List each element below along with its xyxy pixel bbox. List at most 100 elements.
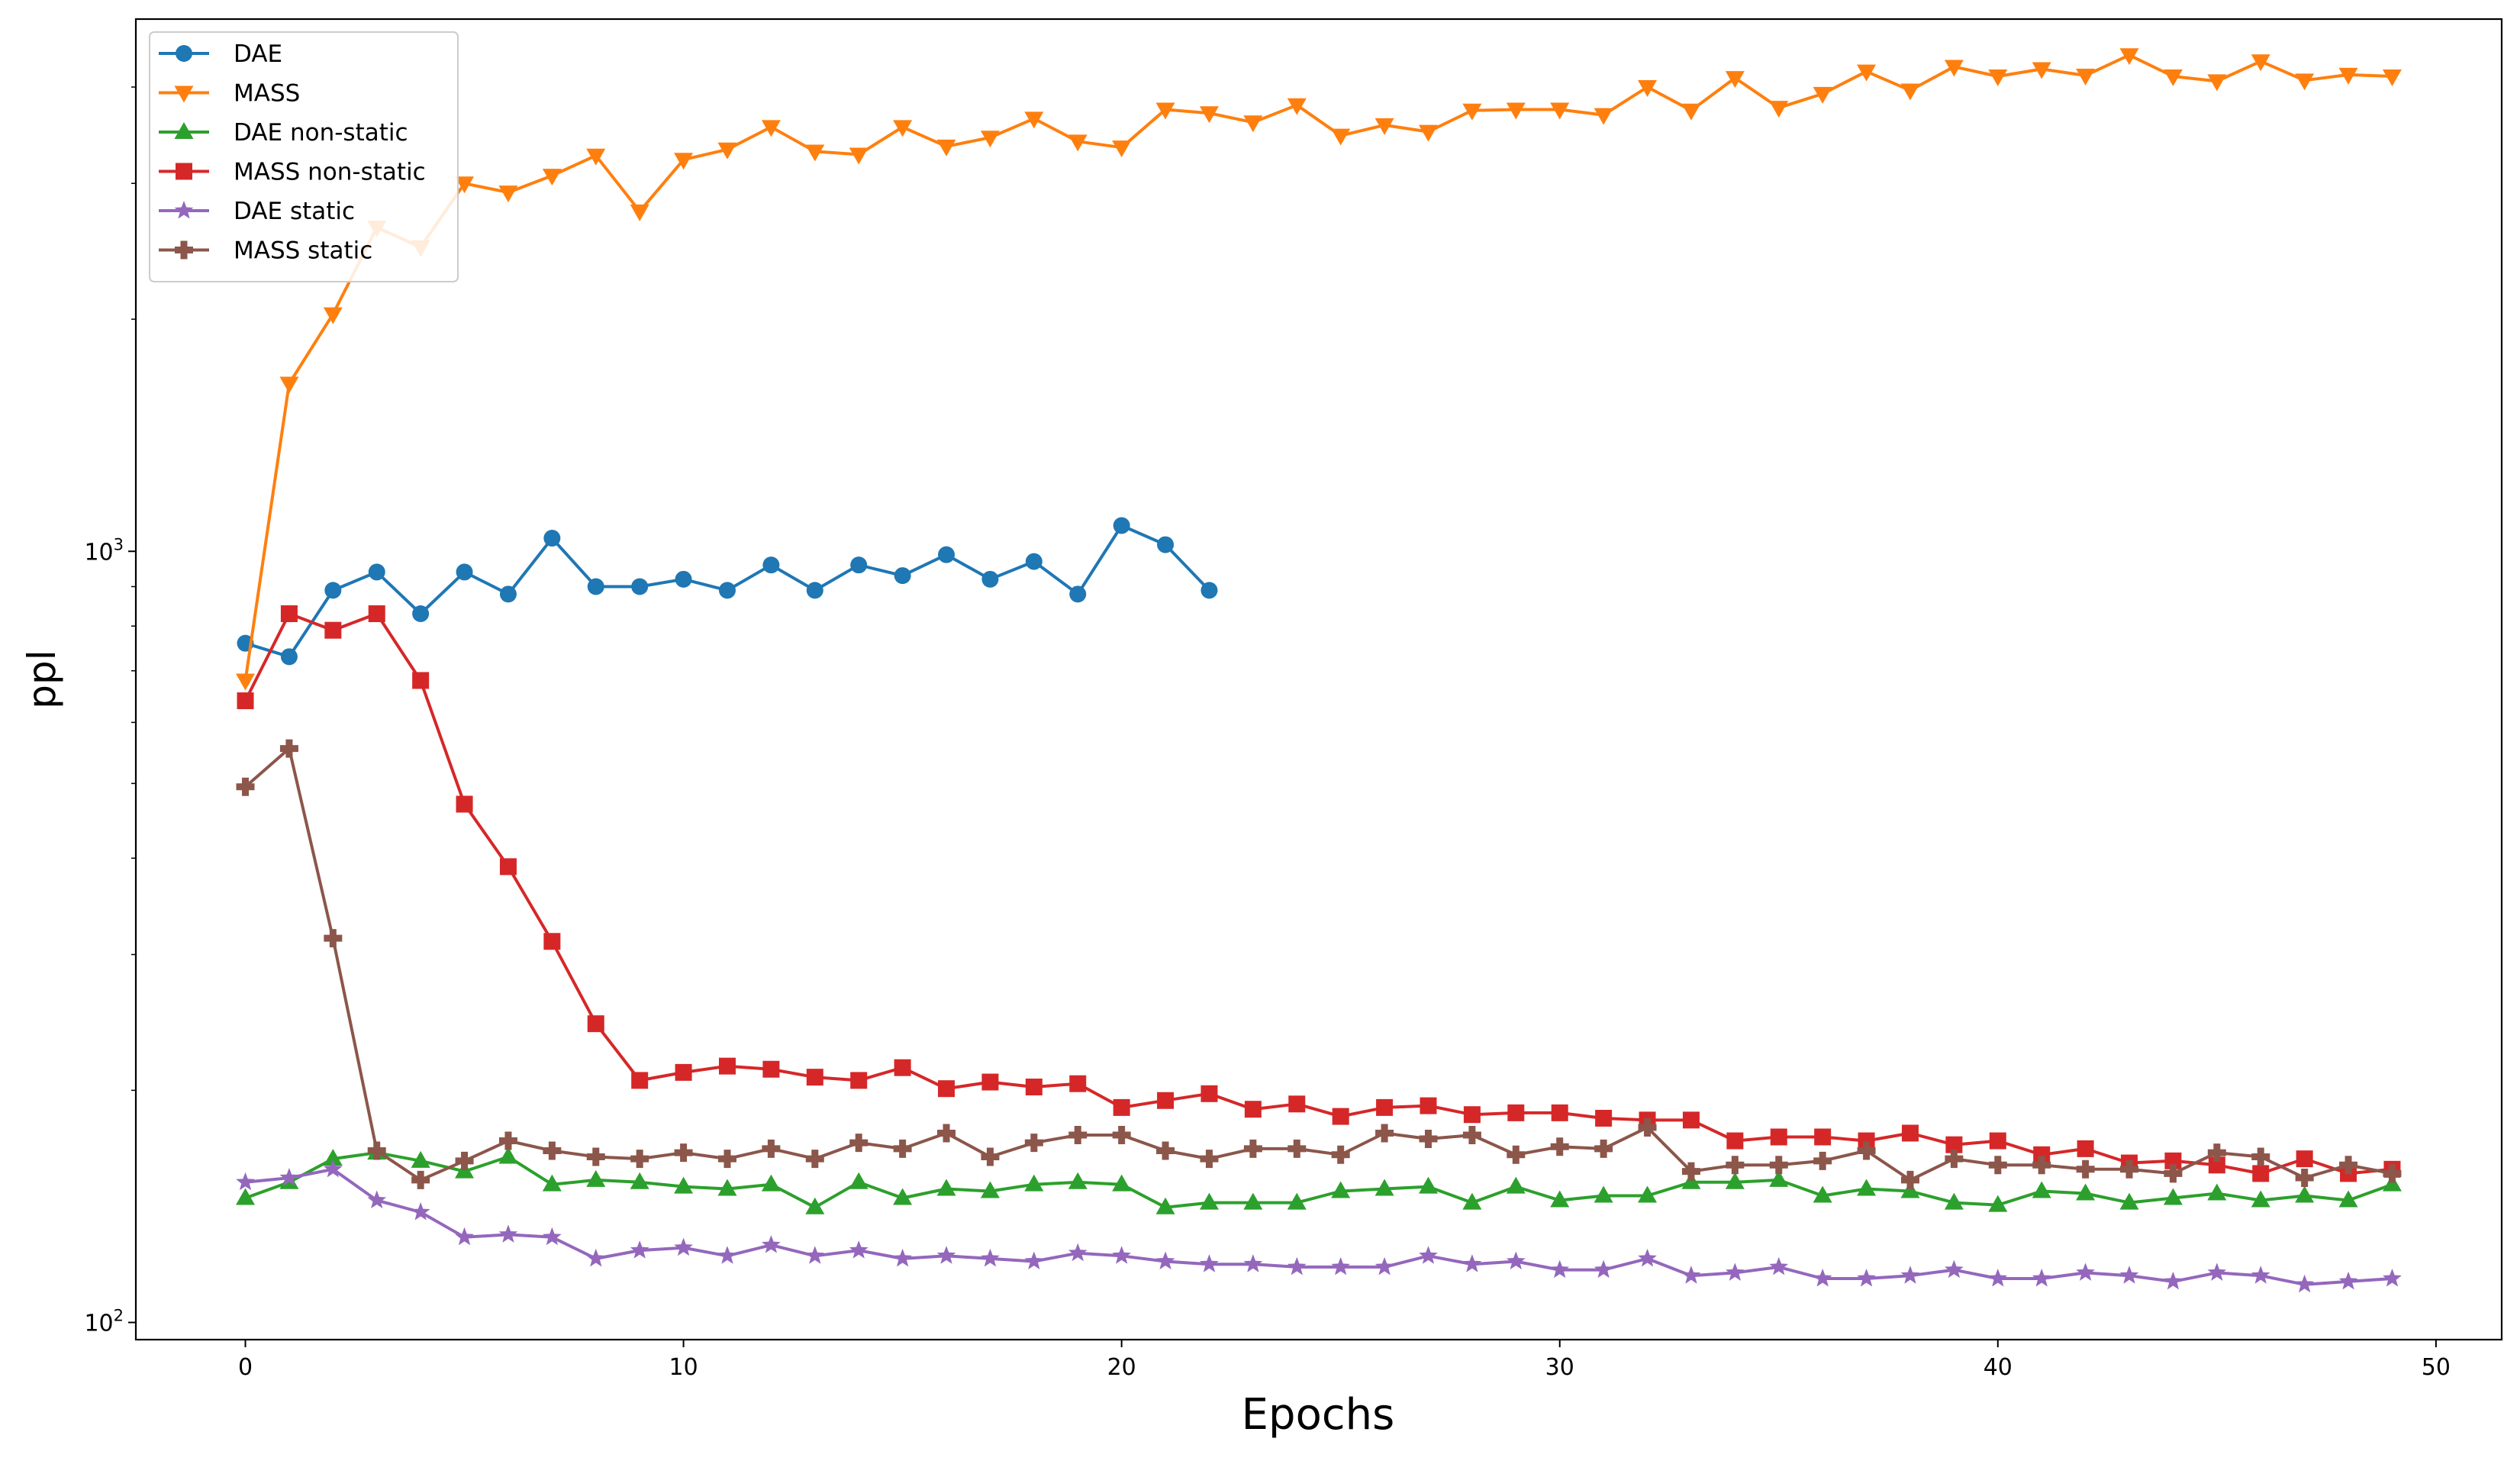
- legend-label: MASS: [234, 80, 300, 108]
- data-point-dae: [368, 563, 385, 581]
- data-point-dae: [1157, 536, 1175, 553]
- data-point-mass-static: [1681, 1162, 1700, 1181]
- data-point-mass-static: [2032, 1156, 2051, 1175]
- data-point-mass: [236, 673, 256, 691]
- data-point-mass-static: [762, 1139, 781, 1158]
- data-point-mass: [2382, 69, 2402, 87]
- data-point-mass: [1374, 118, 1394, 135]
- data-point-dae-static: [1374, 1256, 1394, 1276]
- data-point-dae-static: [1900, 1266, 1920, 1284]
- data-point-mass: [893, 120, 913, 137]
- data-point-mass-non-static: [981, 1073, 999, 1091]
- data-point-mass-static: [1857, 1141, 1876, 1160]
- data-point-dae-non-static: [1550, 1190, 1570, 1208]
- legend-marker: [176, 45, 192, 62]
- data-point-mass-non-static: [2077, 1140, 2094, 1157]
- data-point-dae-static: [1769, 1256, 1789, 1276]
- data-point-mass: [1594, 108, 1613, 125]
- data-point-dae: [543, 530, 561, 547]
- data-point-dae-static: [2207, 1263, 2227, 1281]
- data-point-mass-static: [1507, 1145, 1526, 1164]
- data-point-mass-static: [1594, 1139, 1613, 1158]
- legend-marker: [175, 240, 193, 260]
- data-point-mass: [1419, 124, 1439, 142]
- data-point-mass-non-static: [2164, 1152, 2182, 1169]
- data-point-dae: [981, 570, 999, 588]
- data-point-mass: [2032, 62, 2051, 79]
- data-point-mass: [1155, 102, 1175, 120]
- legend: DAE MASS DAE non-static MASS non-static DAE …: [149, 31, 459, 282]
- data-point-mass-non-static: [1288, 1095, 1306, 1113]
- data-point-dae: [412, 605, 430, 623]
- data-point-dae: [324, 582, 342, 599]
- data-point-mass-static: [893, 1139, 912, 1158]
- data-point-dae-static: [1331, 1256, 1351, 1276]
- data-point-dae-non-static: [1594, 1185, 1613, 1203]
- data-point-dae-non-static: [236, 1188, 256, 1205]
- data-point-mass-static: [2076, 1159, 2095, 1179]
- data-point-mass-non-static: [1463, 1106, 1481, 1124]
- data-point-dae-static: [717, 1246, 737, 1264]
- data-point-mass: [1506, 102, 1526, 120]
- data-point-mass-non-static: [938, 1080, 955, 1098]
- data-point-dae-non-static: [2251, 1190, 2270, 1208]
- y-tick-label-exponent: 3: [114, 535, 124, 553]
- data-point-mass-static: [1068, 1125, 1088, 1144]
- data-point-dae-non-static: [2119, 1192, 2139, 1210]
- series-mass-non-static: [237, 605, 2401, 1182]
- data-point-mass-non-static: [631, 1072, 649, 1089]
- data-point-mass-non-static: [1376, 1098, 1394, 1116]
- data-point-dae-static: [2119, 1266, 2139, 1284]
- data-point-dae-static: [2338, 1271, 2358, 1290]
- data-point-dae: [850, 556, 868, 574]
- legend-label: DAE static: [234, 198, 355, 225]
- series-layer: [236, 48, 2402, 1293]
- data-point-mass: [1462, 103, 1482, 121]
- data-point-mass-non-static: [719, 1057, 736, 1075]
- data-point-dae-static: [1726, 1263, 1745, 1281]
- data-point-dae: [675, 570, 692, 588]
- data-point-mass: [1900, 83, 1920, 101]
- data-point-mass-static: [1375, 1124, 1394, 1143]
- data-point-mass-non-static: [2033, 1146, 2051, 1163]
- data-point-dae-static: [2032, 1269, 2051, 1287]
- data-point-dae-non-static: [717, 1179, 737, 1196]
- data-point-dae-non-static: [411, 1150, 430, 1168]
- data-point-mass-non-static: [1507, 1104, 1525, 1121]
- data-point-mass-non-static: [412, 672, 430, 689]
- data-point-mass-static: [1243, 1139, 1262, 1158]
- data-point-dae-non-static: [1331, 1181, 1351, 1198]
- data-point-mass-static: [2120, 1159, 2139, 1179]
- data-point-dae-non-static: [1243, 1192, 1263, 1210]
- data-point-mass: [1199, 106, 1219, 124]
- data-point-mass: [1243, 115, 1263, 133]
- data-point-mass-static: [2164, 1164, 2183, 1183]
- data-point-mass-static: [1638, 1118, 1657, 1137]
- data-point-dae-non-static: [1462, 1192, 1482, 1210]
- data-point-mass-non-static: [1945, 1136, 1963, 1153]
- data-point-mass-static: [1988, 1156, 2007, 1175]
- legend-label: DAE non-static: [234, 119, 408, 147]
- data-point-mass: [761, 120, 781, 137]
- data-point-dae-static: [279, 1168, 299, 1186]
- x-tick-label: 20: [1107, 1354, 1136, 1381]
- legend-entry-mass-non-static: MASS non-static: [159, 159, 426, 186]
- legend-entry-dae-non-static: DAE non-static: [159, 119, 408, 147]
- data-point-mass: [805, 144, 825, 162]
- data-point-dae-static: [762, 1235, 781, 1253]
- data-point-mass-static: [1901, 1170, 1919, 1189]
- data-point-dae-static: [1243, 1254, 1263, 1272]
- legend-label: MASS non-static: [234, 159, 426, 186]
- data-point-mass-non-static: [1332, 1108, 1349, 1125]
- data-point-mass: [279, 376, 299, 394]
- data-point-dae: [806, 582, 823, 599]
- data-point-mass-non-static: [1595, 1109, 1613, 1127]
- data-point-mass-non-static: [850, 1072, 868, 1089]
- data-point-mass-static: [455, 1151, 474, 1170]
- data-point-mass-non-static: [1244, 1101, 1262, 1118]
- data-point-dae-static: [936, 1246, 956, 1264]
- data-point-dae-non-static: [2295, 1185, 2315, 1203]
- series-dae-non-static: [236, 1143, 2402, 1214]
- data-point-mass-non-static: [499, 858, 517, 876]
